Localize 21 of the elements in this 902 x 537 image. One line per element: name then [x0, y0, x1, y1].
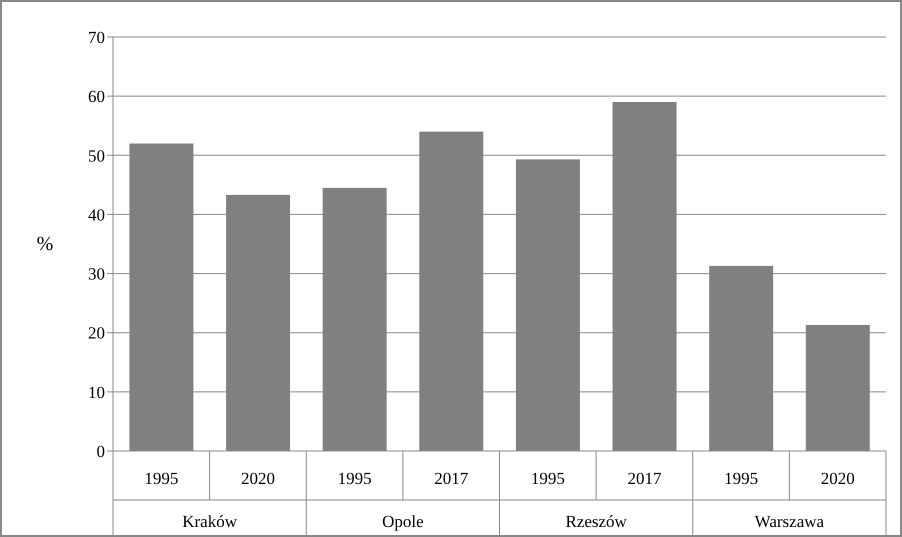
y-tick-label: 20 — [88, 324, 105, 343]
text: Kraków — [182, 512, 238, 531]
x-tick-label: 1995 — [144, 469, 178, 488]
y-tick-label: 30 — [88, 264, 105, 284]
y-tick-label: 0 — [96, 442, 105, 462]
text: Rzeszów — [565, 512, 628, 531]
y-tick-label: 40 — [88, 205, 105, 224]
y-tick-label: 50 — [88, 146, 105, 166]
x-tick-label: 1995 — [338, 469, 372, 488]
y-tick-label: 60 — [88, 87, 105, 106]
y-axis-title: % — [36, 233, 54, 255]
x-tick-label: 1995 — [724, 469, 758, 488]
x-tick-label: 2020 — [240, 469, 275, 488]
x-tick-label: 1995 — [530, 469, 565, 488]
x-tick-label: 2020 — [820, 469, 855, 488]
x-tick-label: 2017 — [627, 469, 662, 488]
y-tick-label: 10 — [88, 382, 105, 402]
x-tick-label: 2017 — [434, 469, 469, 488]
text: Opole — [382, 512, 424, 531]
text: Warszawa — [754, 512, 825, 531]
y-tick-label: 70 — [88, 28, 105, 48]
